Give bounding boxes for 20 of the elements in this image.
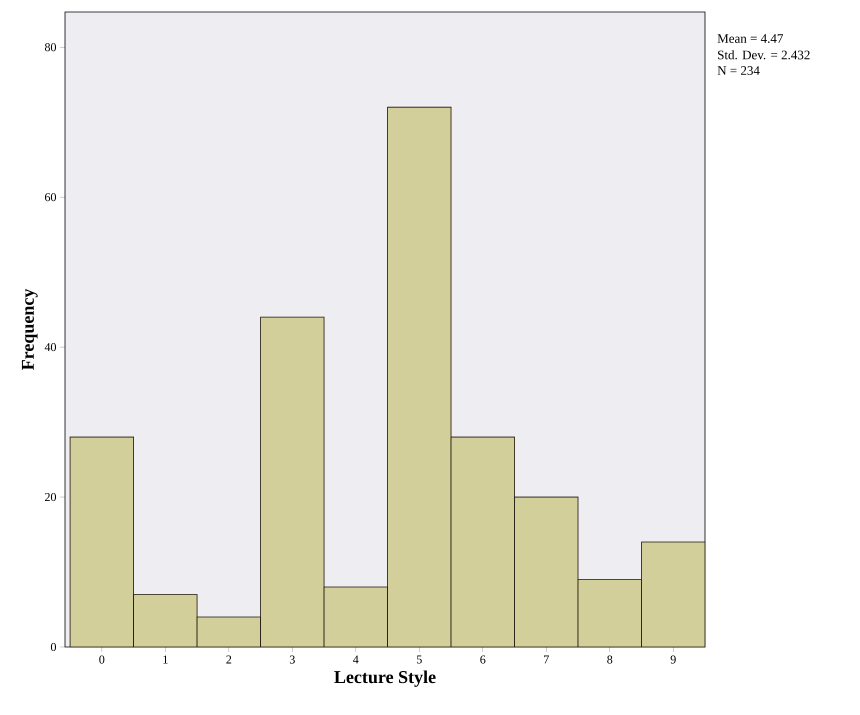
x-axis-title: Lecture Style <box>334 670 436 687</box>
y-tick-label: 20 <box>45 492 56 502</box>
text: Mean = 4.47 <box>718 34 784 43</box>
x-tick-label: 7 <box>544 656 549 664</box>
x-tick-label: 2 <box>226 656 232 664</box>
text: Std. Dev. = 2.432 <box>718 50 810 60</box>
x-tick-label: 0 <box>99 656 104 664</box>
x-tick-label: 3 <box>290 656 295 664</box>
x-tick-label: 1 <box>163 656 168 664</box>
y-tick-label: 0 <box>50 642 56 652</box>
x-tick-label: 6 <box>480 656 486 664</box>
x-tick-label: 4 <box>353 656 359 664</box>
text: N = 234 <box>718 66 760 75</box>
y-axis-title: Frequency <box>22 288 38 370</box>
x-tick-label: 5 <box>416 656 422 664</box>
x-tick-label: 8 <box>607 656 612 664</box>
x-tick-label: 9 <box>670 656 676 664</box>
y-tick-label: 80 <box>44 43 56 52</box>
y-tick-label: 40 <box>44 343 56 352</box>
y-tick-label: 60 <box>44 193 56 202</box>
